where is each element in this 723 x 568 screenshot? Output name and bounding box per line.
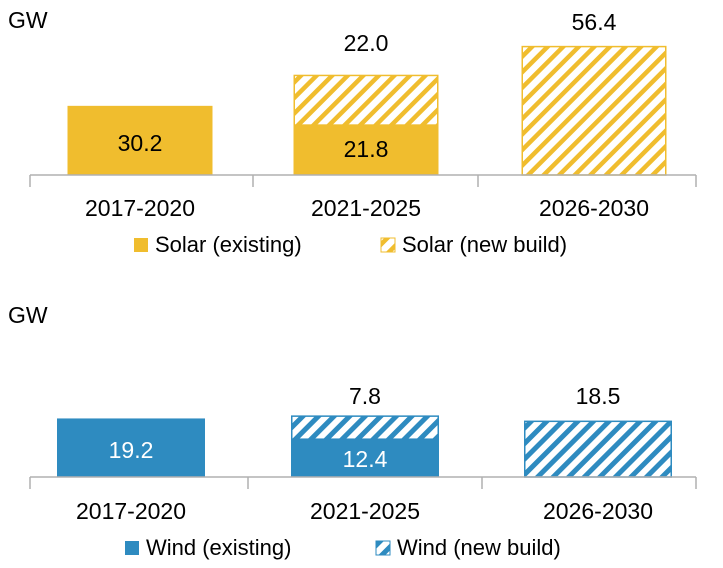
solar-bar-existing [67,105,213,175]
wind-tick-label: 2026-2030 [543,498,653,524]
legend-swatch-wind-new [375,540,391,556]
wind-tick-label: 2021-2025 [310,498,420,524]
solar-bar-new-build [521,45,667,176]
legend-swatch-wind-existing [125,541,139,555]
wind-bar-new-build [524,420,672,478]
wind-value-label: 7.8 [349,383,381,409]
wind-value-label: 18.5 [576,383,621,409]
solar-bars [67,45,667,176]
solar-value-label: 22.0 [344,30,389,56]
legend-label-solar-existing: Solar (existing) [155,232,302,257]
solar-bar-new-build [293,74,439,126]
solar-tick-label: 2026-2030 [539,195,649,221]
solar-chart: GW 2017-2020 2021-2025 2026-2030 30.2 21… [8,7,697,257]
solar-y-unit: GW [8,7,48,33]
wind-value-label: 12.4 [343,446,388,472]
wind-bar-new-build [291,415,439,440]
solar-value-label: 21.8 [344,136,389,162]
wind-tick-label: 2017-2020 [76,498,186,524]
wind-bar-existing [291,439,439,477]
solar-x-ticks [29,175,697,187]
wind-y-unit: GW [8,302,48,328]
legend-label-wind-new: Wind (new build) [397,535,561,560]
wind-x-ticks [29,477,697,489]
wind-value-label: 19.2 [109,437,154,463]
solar-tick-label: 2017-2020 [85,195,195,221]
legend-swatch-solar-new [380,237,396,253]
solar-tick-label: 2021-2025 [311,195,421,221]
solar-value-label: 56.4 [572,9,617,35]
legend-swatch-solar-existing [134,238,148,252]
solar-value-label: 30.2 [118,130,163,156]
solar-legend: Solar (existing) Solar (new build) [134,232,567,257]
legend-label-wind-existing: Wind (existing) [146,535,291,560]
wind-bars [57,415,672,478]
solar-bar-existing [293,125,439,175]
wind-chart: GW 2017-2020 2021-2025 2026-2030 19.2 12… [8,302,697,560]
legend-label-solar-new: Solar (new build) [402,232,567,257]
wind-legend: Wind (existing) Wind (new build) [125,535,561,560]
wind-bar-existing [57,418,205,477]
